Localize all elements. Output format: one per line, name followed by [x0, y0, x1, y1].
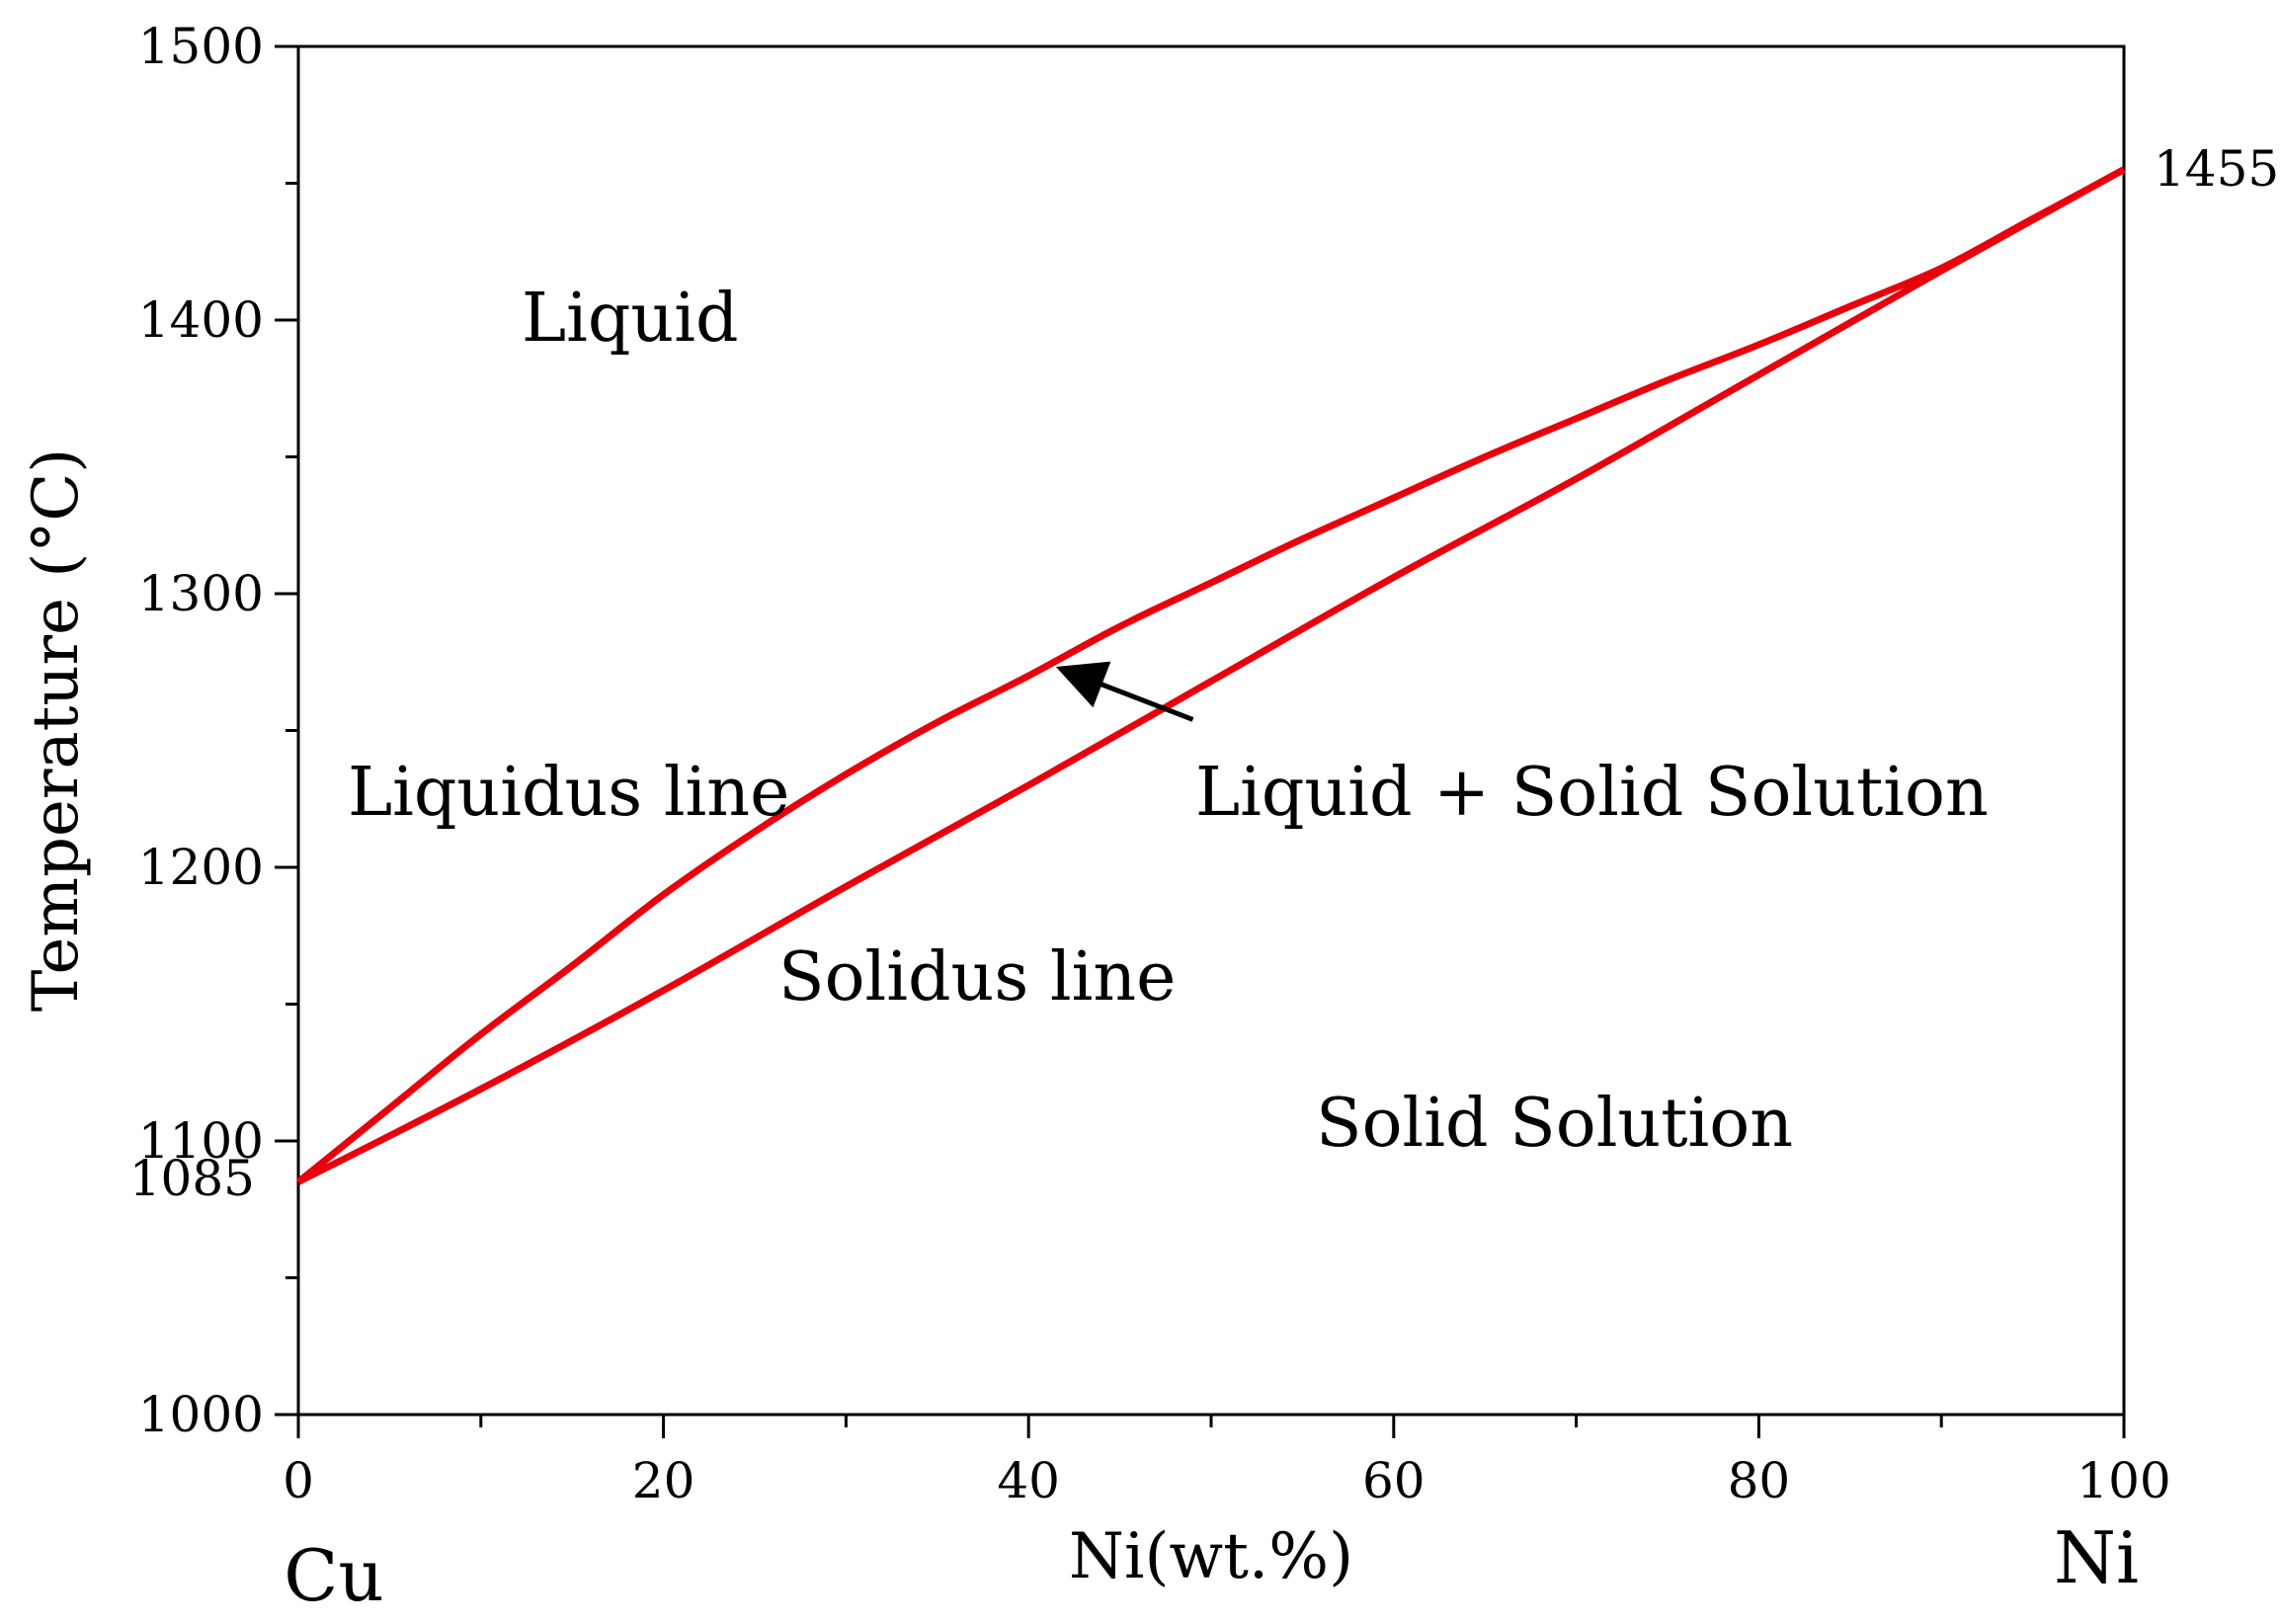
plot-frame [296, 44, 2126, 1417]
x-tick-label: 20 [632, 1452, 695, 1509]
ni-melting-point-label: 1455 [2154, 140, 2279, 198]
y-tick-label: 1300 [138, 565, 264, 622]
x-tick-label: 0 [283, 1452, 314, 1509]
region-label-liquid: Liquid [522, 280, 739, 358]
right-component-label: Ni [2054, 1516, 2139, 1599]
cu-melting-point-label: 1085 [129, 1150, 255, 1207]
x-axis-title: Ni(wt.%) [1069, 1520, 1353, 1593]
x-axis-tick-labels: 0 20 40 60 80 100 [283, 1452, 2171, 1509]
y-tick-label: 1400 [138, 291, 264, 349]
y-tick-label: 1200 [138, 839, 264, 896]
x-tick-label: 60 [1362, 1452, 1426, 1509]
liquidus-line-curve [295, 166, 2126, 1185]
left-component-label: Cu [284, 1534, 383, 1617]
region-label-two-phase: Liquid + Solid Solution [1195, 754, 1989, 832]
y-tick-label: 1000 [138, 1386, 264, 1443]
region-label-solidus-line: Solidus line [778, 938, 1176, 1016]
y-axis-title: Temperature (°C) [20, 448, 93, 1013]
y-axis-ticks [275, 44, 298, 1417]
annotation-arrow [1055, 661, 1194, 722]
phase-boundary-lines [295, 166, 2126, 1185]
y-tick-label: 1100 [138, 1112, 264, 1170]
x-tick-label: 100 [2077, 1452, 2170, 1509]
x-axis-ticks [296, 1415, 2126, 1438]
y-tick-label: 1500 [138, 18, 264, 75]
y-axis-tick-labels: 1000 1100 1200 1300 1400 1500 [138, 18, 264, 1443]
region-label-liquidus-line: Liquidus line [348, 754, 789, 832]
x-tick-label: 80 [1728, 1452, 1791, 1509]
x-tick-label: 40 [997, 1452, 1060, 1509]
region-label-solid-solution: Solid Solution [1316, 1085, 1793, 1163]
solidus-line-curve [296, 166, 2126, 1185]
